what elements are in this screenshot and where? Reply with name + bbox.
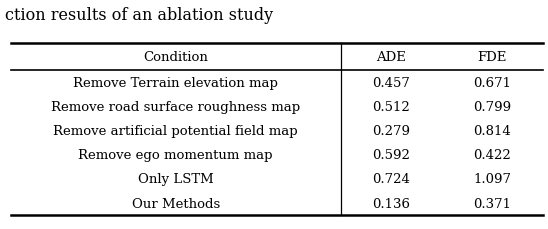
Text: Only LSTM: Only LSTM bbox=[138, 173, 214, 186]
Text: ction results of an ablation study: ction results of an ablation study bbox=[5, 7, 273, 24]
Text: 0.422: 0.422 bbox=[473, 149, 511, 162]
Text: 0.279: 0.279 bbox=[372, 125, 410, 138]
Text: ADE: ADE bbox=[376, 51, 406, 64]
Text: 0.457: 0.457 bbox=[372, 76, 410, 90]
Text: FDE: FDE bbox=[477, 51, 507, 64]
Text: 0.724: 0.724 bbox=[372, 173, 410, 186]
Text: Remove Terrain elevation map: Remove Terrain elevation map bbox=[73, 76, 278, 90]
Text: Remove ego momentum map: Remove ego momentum map bbox=[78, 149, 273, 162]
Text: Our Methods: Our Methods bbox=[132, 197, 220, 210]
Text: 0.371: 0.371 bbox=[473, 197, 511, 210]
Text: 0.799: 0.799 bbox=[473, 101, 511, 114]
Text: 0.136: 0.136 bbox=[372, 197, 410, 210]
Text: Remove road surface roughness map: Remove road surface roughness map bbox=[51, 101, 300, 114]
Text: Condition: Condition bbox=[144, 51, 208, 64]
Text: Remove artificial potential field map: Remove artificial potential field map bbox=[54, 125, 298, 138]
Text: 1.097: 1.097 bbox=[473, 173, 511, 186]
Text: 0.814: 0.814 bbox=[473, 125, 511, 138]
Text: 0.512: 0.512 bbox=[372, 101, 410, 114]
Text: 0.671: 0.671 bbox=[473, 76, 511, 90]
Text: 0.592: 0.592 bbox=[372, 149, 410, 162]
